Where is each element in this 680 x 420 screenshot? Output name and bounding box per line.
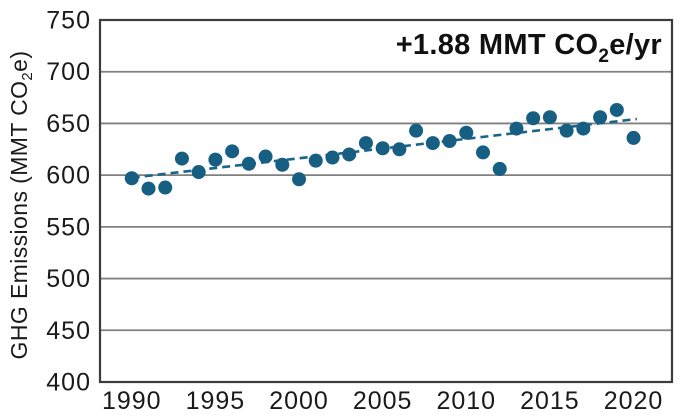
- data-point-1993: [174, 151, 189, 166]
- scatter-points: [124, 102, 641, 196]
- data-point-2018: [593, 110, 608, 125]
- gridlines: [100, 70, 672, 332]
- data-point-1990: [124, 171, 139, 186]
- data-point-1991: [141, 181, 156, 196]
- data-point-2020: [626, 130, 641, 145]
- y-axis-title: GHG Emissions (MMT CO2e): [6, 51, 36, 360]
- y-tick-450: 450: [46, 317, 91, 345]
- data-point-2007: [409, 123, 424, 138]
- x-tick-2000: 2000: [269, 387, 329, 415]
- y-tick-550: 550: [46, 213, 91, 241]
- trend-rate-annotation: +1.88 MMT CO2e/yr: [396, 29, 662, 67]
- data-point-2010: [459, 125, 474, 140]
- data-point-2014: [526, 111, 541, 126]
- x-tick-2005: 2005: [353, 387, 413, 415]
- y-tick-700: 700: [46, 58, 91, 86]
- x-tick-1995: 1995: [186, 387, 246, 415]
- data-point-2015: [542, 110, 557, 125]
- data-point-2005: [375, 141, 390, 156]
- data-point-2013: [509, 121, 524, 136]
- data-point-2002: [325, 150, 340, 165]
- data-point-2016: [559, 123, 574, 138]
- data-point-1992: [158, 180, 173, 195]
- data-point-2001: [308, 153, 323, 168]
- data-point-2019: [609, 102, 624, 117]
- data-point-2009: [442, 134, 457, 149]
- data-point-2008: [425, 136, 440, 151]
- x-tick-1990: 1990: [102, 387, 162, 415]
- data-point-1996: [225, 144, 240, 159]
- data-point-1999: [275, 157, 290, 172]
- x-tick-2015: 2015: [520, 387, 580, 415]
- data-point-2017: [576, 121, 591, 136]
- y-tick-650: 650: [46, 110, 91, 138]
- data-point-1998: [258, 149, 273, 164]
- plot-border: [98, 18, 674, 384]
- data-point-2004: [358, 136, 373, 151]
- y-tick-600: 600: [46, 162, 91, 190]
- data-point-1994: [191, 165, 206, 180]
- y-tick-500: 500: [46, 265, 91, 293]
- data-point-2000: [292, 172, 307, 187]
- data-point-1997: [241, 156, 256, 171]
- x-tick-2020: 2020: [604, 387, 664, 415]
- data-point-2006: [392, 142, 407, 157]
- x-axis-tick-labels: 1990 1995 2000 2005 2010 2015 2020: [102, 387, 664, 415]
- x-tick-2010: 2010: [436, 387, 496, 415]
- y-tick-750: 750: [46, 7, 91, 35]
- data-point-1995: [208, 152, 223, 167]
- data-point-2012: [492, 161, 507, 176]
- data-point-2011: [476, 145, 491, 160]
- y-axis-tick-labels: 400 450 500 550 600 650 700 750: [46, 7, 91, 397]
- data-point-2003: [342, 147, 357, 162]
- y-tick-400: 400: [46, 369, 91, 397]
